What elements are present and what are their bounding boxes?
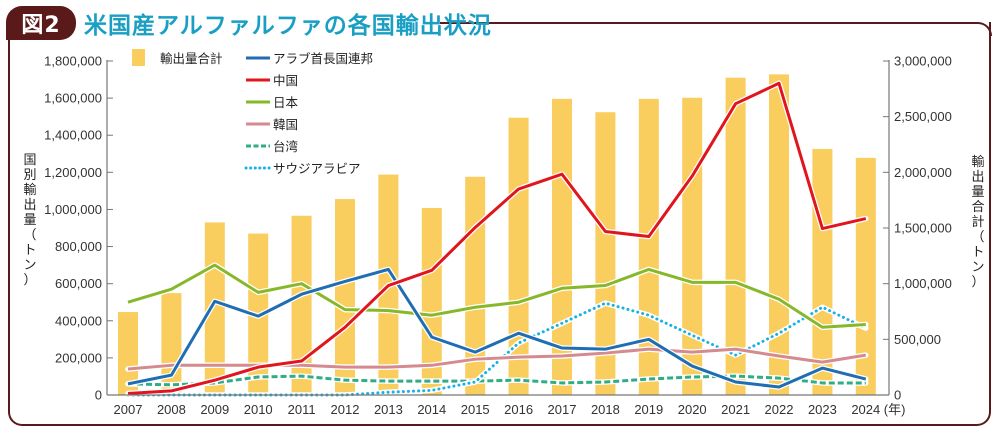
left-tick-label: 0 bbox=[95, 388, 102, 403]
bar-2021 bbox=[725, 77, 746, 395]
series-line-1 bbox=[127, 81, 867, 396]
bar-2022 bbox=[769, 74, 789, 396]
right-tick-label: 1,000,000 bbox=[894, 276, 952, 291]
right-tick-label: 2,500,000 bbox=[894, 109, 952, 124]
x-tick-label: 2017 bbox=[548, 402, 577, 417]
left-tick-label: 1,800,000 bbox=[44, 54, 102, 69]
x-tick-label: 2019 bbox=[634, 402, 663, 417]
right-tick-label: 1,500,000 bbox=[894, 221, 952, 236]
legend-label-5: サウジアラビア bbox=[273, 161, 361, 176]
x-tick-label: 2016 bbox=[504, 402, 533, 417]
bars-layer bbox=[118, 74, 876, 396]
bar-2023 bbox=[812, 148, 833, 395]
bar-2019 bbox=[638, 98, 659, 395]
left-tick-label: 200,000 bbox=[55, 350, 102, 365]
legend-swatch-total bbox=[132, 49, 145, 66]
x-tick-label: 2021 bbox=[721, 402, 750, 417]
legend-label-2: 日本 bbox=[273, 95, 299, 110]
series-line-3 bbox=[127, 347, 867, 371]
x-tick-label: 2015 bbox=[461, 402, 490, 417]
x-tick-label: 2008 bbox=[157, 402, 186, 417]
legend-label-0: アラブ首長国連邦 bbox=[273, 51, 373, 66]
series-line-0 bbox=[127, 267, 867, 389]
right-tick-label: 0 bbox=[894, 388, 901, 403]
x-unit-label: (年) bbox=[884, 402, 906, 417]
x-tick-label: 2024 bbox=[851, 402, 880, 417]
axes-layer: 0 200,000 400,000 600,000 800,000 1,000,000 1,… bbox=[44, 54, 952, 418]
figure-frame bbox=[8, 22, 991, 426]
x-tick-label: 2009 bbox=[200, 402, 229, 417]
right-tick-label: 3,000,000 bbox=[894, 54, 952, 69]
bar-2011 bbox=[291, 215, 312, 395]
right-tick-label: 2,000,000 bbox=[894, 165, 952, 180]
lines-layer bbox=[125, 80, 869, 398]
bar-2012 bbox=[335, 199, 355, 395]
left-tick-label: 1,600,000 bbox=[44, 91, 102, 106]
left-tick-label: 800,000 bbox=[55, 239, 102, 254]
series-line-2 bbox=[127, 263, 866, 329]
x-tick-label: 2014 bbox=[417, 402, 446, 417]
figure-number-badge: 図2 bbox=[6, 6, 76, 40]
right-axis-title: 輸出量合計（トン） bbox=[971, 155, 984, 290]
legend-label-3: 韓国 bbox=[273, 117, 298, 132]
legend-label-total: 輸出量合計 bbox=[160, 51, 223, 66]
bar-2007 bbox=[118, 312, 138, 395]
legend-label-1: 中国 bbox=[273, 73, 298, 88]
series-line-4 bbox=[127, 374, 866, 387]
x-tick-label: 2007 bbox=[114, 402, 143, 417]
legend-label-4: 台湾 bbox=[273, 139, 298, 154]
x-tick-label: 2011 bbox=[288, 402, 316, 417]
left-tick-label: 600,000 bbox=[55, 276, 102, 291]
left-axis-title: 国別輸出量（トン） bbox=[23, 153, 36, 288]
series-halo-2 bbox=[125, 262, 869, 331]
x-tick-label: 2010 bbox=[244, 402, 273, 417]
bar-2014 bbox=[421, 207, 442, 395]
x-tick-label: 2018 bbox=[591, 402, 620, 417]
left-tick-label: 1,200,000 bbox=[44, 165, 102, 180]
bar-2024 bbox=[855, 157, 876, 395]
bar-2008 bbox=[161, 293, 182, 395]
left-tick-label: 1,400,000 bbox=[44, 128, 102, 143]
right-tick-label: 500,000 bbox=[894, 332, 941, 347]
x-tick-label: 2013 bbox=[374, 402, 403, 417]
x-tick-label: 2020 bbox=[678, 402, 707, 417]
bar-2018 bbox=[595, 112, 616, 396]
x-tick-label: 2023 bbox=[808, 402, 837, 417]
left-tick-label: 400,000 bbox=[55, 313, 102, 328]
x-tick-label: 2022 bbox=[765, 402, 794, 417]
bar-2016 bbox=[508, 117, 529, 395]
x-tick-label: 2012 bbox=[331, 402, 360, 417]
figure-title: 米国産アルファルファの各国輸出状況 bbox=[84, 13, 492, 39]
left-tick-label: 1,000,000 bbox=[44, 202, 102, 217]
